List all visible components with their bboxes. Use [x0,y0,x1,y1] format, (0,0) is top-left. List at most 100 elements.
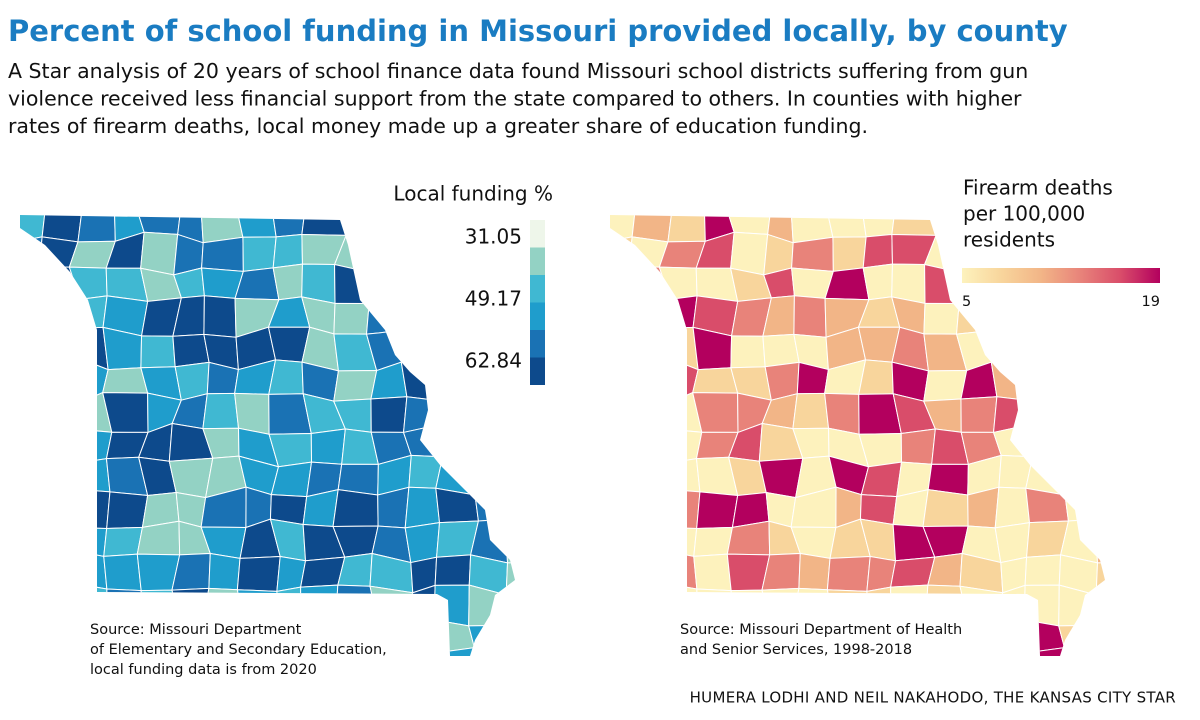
county [399,615,446,655]
county [761,587,800,626]
county [310,428,346,465]
county [399,651,446,656]
county [106,491,149,529]
county [832,236,867,272]
county [70,583,108,626]
county [627,648,670,656]
county [1064,490,1100,522]
legend-swatch [530,220,545,248]
county [1095,562,1105,596]
source-line: of Elementary and Secondary Education, [90,642,387,658]
county [20,425,45,468]
county [332,489,379,527]
county [201,587,245,626]
county [610,329,640,367]
county [665,551,698,590]
county [958,653,994,656]
county [1023,584,1060,627]
county [660,583,698,626]
county [103,526,144,557]
county [474,490,510,522]
county [923,370,968,402]
county [826,555,871,592]
county [404,486,441,529]
county [1089,622,1105,656]
county [20,616,44,651]
source-line: and Senior Services, 1998-2018 [680,642,912,658]
county [989,615,1036,655]
county [826,589,871,626]
county [504,518,515,564]
county [610,487,640,530]
county [861,215,897,238]
county [1095,332,1105,371]
county [35,487,82,529]
source-line: Source: Missouri Department [90,622,302,638]
county [629,399,672,435]
county [1031,647,1067,656]
county [20,487,50,530]
county [271,215,307,238]
county [42,615,81,656]
legend-swatch [530,330,545,358]
county [610,236,633,271]
county [504,490,515,529]
county [638,525,672,555]
county [658,266,698,300]
county [610,425,635,468]
county [790,215,834,244]
county-map [20,215,515,656]
legend-title: Firearm deaths [963,176,1113,200]
county [20,390,46,435]
county [37,648,80,656]
county [1094,490,1105,529]
county [505,562,515,596]
county [1056,230,1099,272]
county [1025,487,1069,524]
county [1056,361,1102,403]
county [503,588,515,626]
legend-swatch [530,357,545,385]
county [39,399,82,435]
county [435,487,479,524]
county [368,215,413,240]
county [20,266,42,300]
legend-swatch [530,247,545,275]
county [200,215,244,244]
county [1058,624,1096,654]
county [172,333,210,368]
legend-label: 31.05 [465,225,522,249]
county [798,552,831,591]
county [468,624,506,654]
county [140,335,176,369]
legend-label: 49.17 [465,287,522,311]
county [1022,335,1069,369]
county [79,295,108,329]
county [1089,234,1105,268]
county [1063,301,1100,337]
legend-title: per 100,000 [963,202,1085,226]
county [368,653,404,656]
county [404,522,441,564]
legend-label: 5 [962,294,971,310]
map-panel: Source: Missouri Department of Elementary… [20,182,553,678]
county [1022,298,1069,340]
county [203,295,237,338]
county [300,584,339,625]
county [201,236,244,272]
county [1063,647,1102,656]
county [102,367,149,394]
maps: Source: Missouri Department of Elementary… [20,176,1160,678]
county [1089,652,1105,656]
county [792,392,830,430]
county [20,236,43,271]
county [1058,426,1101,462]
source-line: local funding data is from 2020 [90,662,317,678]
county [106,588,142,626]
county [610,586,640,623]
county [333,370,378,402]
county [399,234,444,271]
legend-swatch [530,275,545,303]
county [48,551,81,596]
county [994,486,1031,529]
